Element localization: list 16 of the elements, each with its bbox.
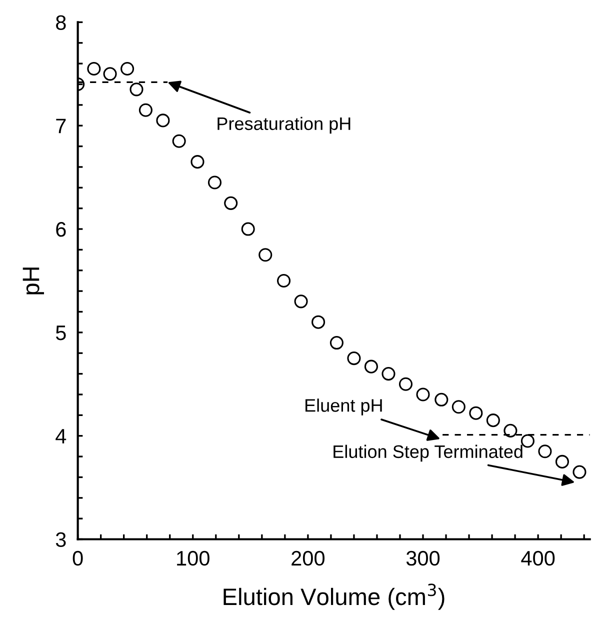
y-axis-title: pH: [22, 268, 44, 294]
y-tick-label: 4: [56, 429, 66, 444]
annotation: Eluent pH: [306, 398, 382, 416]
y-tick-label: 3: [56, 532, 66, 548]
x-tick-label: 300: [406, 550, 440, 566]
y-tick-label: 8: [56, 15, 66, 30]
y-tick-label: 5: [56, 326, 66, 340]
x-tick-label: 400: [521, 550, 555, 566]
annotation: Presaturation pH: [218, 116, 350, 134]
x-tick-label: 0: [72, 550, 83, 566]
x-tick-label: 200: [292, 550, 325, 566]
annotation: Elution Step Terminated: [334, 444, 522, 462]
x-axis-title: Elution Volume (cm$^{3}$): [224, 584, 444, 610]
y-tick-label: 7: [56, 118, 66, 134]
x-tick-label: 100: [177, 550, 210, 566]
y-tick-label: 6: [56, 222, 66, 237]
